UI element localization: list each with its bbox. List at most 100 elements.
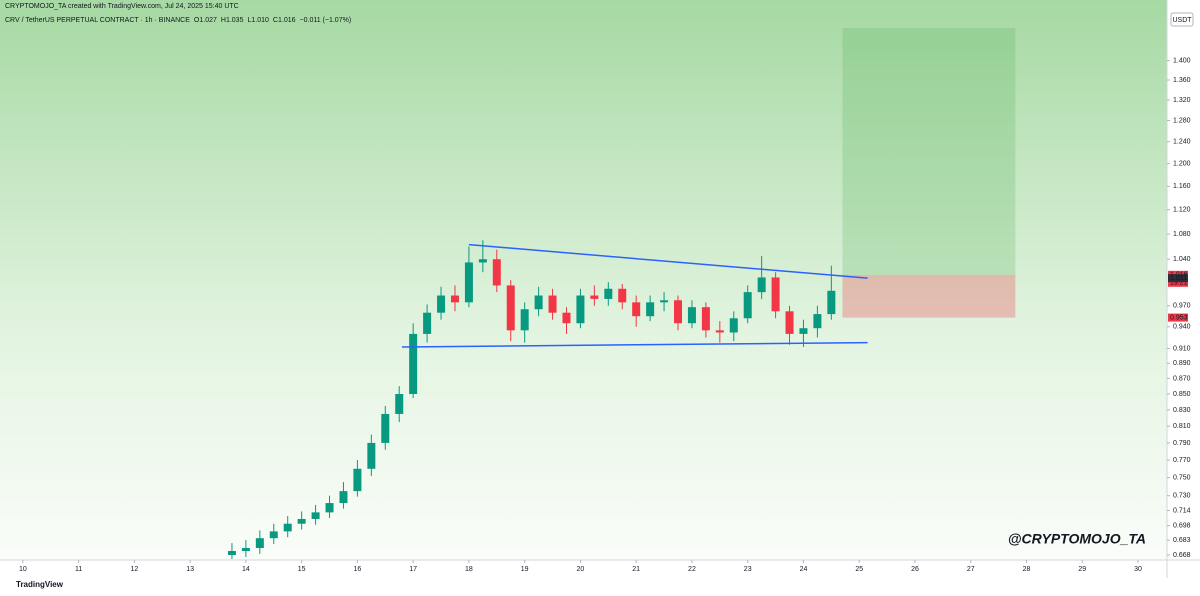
y-tick-label: 1.200 [1173,160,1191,167]
candle-body [729,318,738,333]
trendline [468,243,868,279]
x-tick-label: 19 [521,566,529,573]
symbol-text: 1.035 [226,17,244,24]
candle-body [771,277,780,312]
x-tick-label: 24 [800,566,808,573]
candle-body [813,314,822,329]
x-tick-label: 25 [855,566,863,573]
candle-body [674,300,683,324]
candle-body [241,548,250,551]
y-tick-label: 0.970 [1173,303,1191,310]
candle-body [534,295,543,310]
price-axis [1167,0,1200,578]
currency-button[interactable] [1170,12,1194,27]
logo: TradingView [16,580,64,589]
candle-body [353,468,362,492]
x-tick-label: 17 [409,566,417,573]
symbol-text: 1.027 [199,17,217,24]
y-tick-label: 0.890 [1173,360,1191,367]
y-tick-label: 1.160 [1173,183,1191,190]
candle-body [576,295,585,324]
x-tick-label: 28 [1023,566,1031,573]
symbol-row: CRV / TetherUS PERPETUAL CONTRACT · 1h ·… [5,17,351,24]
candle-body [311,512,320,519]
symbol-text: C [273,17,278,24]
symbol-text: H [221,17,226,24]
candle-body [520,309,529,331]
y-tick-label: 0.940 [1173,324,1191,331]
y-tick-label: 1.320 [1173,97,1191,104]
x-tick-label: 15 [298,566,306,573]
watermark: @CRYPTOMOJO_TA [1008,531,1146,547]
author-line: CRYPTOMOJO_TA created with TradingView.c… [5,3,239,10]
candle-body [409,333,418,395]
price-tag-label: 0.953 [1170,314,1188,321]
candle-body [255,538,264,549]
stop-zone [842,274,1016,318]
countdown: 19:21 [1170,280,1188,287]
x-tick-label: 30 [1134,566,1142,573]
symbol-text: O [194,17,200,24]
y-tick-label: 1.280 [1173,117,1191,124]
x-tick-label: 22 [688,566,696,573]
candle-body [492,259,501,286]
y-tick-label: 0.683 [1173,537,1191,544]
target-zone [842,28,1016,275]
x-tick-label: 13 [186,566,194,573]
y-tick-label: 0.830 [1173,407,1191,414]
candle-body [660,300,669,303]
y-tick-label: 0.870 [1173,375,1191,382]
y-tick-label: 0.790 [1173,440,1191,447]
symbol-text: 1.016 [278,17,296,24]
y-tick-label: 0.698 [1173,522,1191,529]
candle-body [632,302,641,317]
x-tick-label: 16 [354,566,362,573]
x-tick-label: 14 [242,566,250,573]
candle-body [269,531,278,539]
y-tick-label: 0.810 [1173,423,1191,430]
x-tick-label: 21 [632,566,640,573]
candle-body [381,413,390,443]
candle-body [548,295,557,313]
y-tick-label: 0.668 [1173,552,1191,559]
candle-body [325,503,334,513]
x-tick-label: 18 [465,566,473,573]
y-tick-label: 0.910 [1173,345,1191,352]
candle-body [604,288,613,299]
price-tag-label: 1.011 [1170,275,1187,282]
symbol-text: −0.011 (−1.07%) [300,17,352,24]
candle-body [367,442,376,469]
y-tick-label: 0.714 [1173,507,1191,514]
price-tag [1168,313,1188,322]
candle-body [827,290,836,315]
y-tick-label: 0.850 [1173,391,1191,398]
x-tick-label: 27 [967,566,975,573]
candle-body [590,295,599,299]
candle-body [562,312,571,324]
candle-body [799,328,808,334]
plot-background [0,0,1167,560]
candle-body [283,523,292,532]
candle-body [478,259,487,263]
x-tick-label: 10 [19,566,27,573]
footer [0,578,1200,591]
candle-body [618,288,627,303]
candle-body [297,518,306,524]
candle-body [464,262,473,303]
y-tick-label: 0.730 [1173,493,1191,500]
x-tick-label: 29 [1078,566,1086,573]
y-tick-label: 1.240 [1173,139,1191,146]
candle-body [506,285,515,331]
y-tick-label: 1.120 [1173,207,1191,214]
price-tag [1168,274,1188,283]
y-tick-label: 0.750 [1173,474,1191,481]
candle-body [646,302,655,317]
candle-body [339,491,348,504]
symbol-text: CRV / TetherUS PERPETUAL CONTRACT · 1h ·… [5,17,190,24]
y-tick-label: 1.400 [1173,57,1191,64]
y-tick-label: 1.360 [1173,77,1191,84]
candle-body [701,307,710,331]
x-tick-label: 11 [75,566,82,573]
y-tick-label: 1.080 [1173,231,1191,238]
